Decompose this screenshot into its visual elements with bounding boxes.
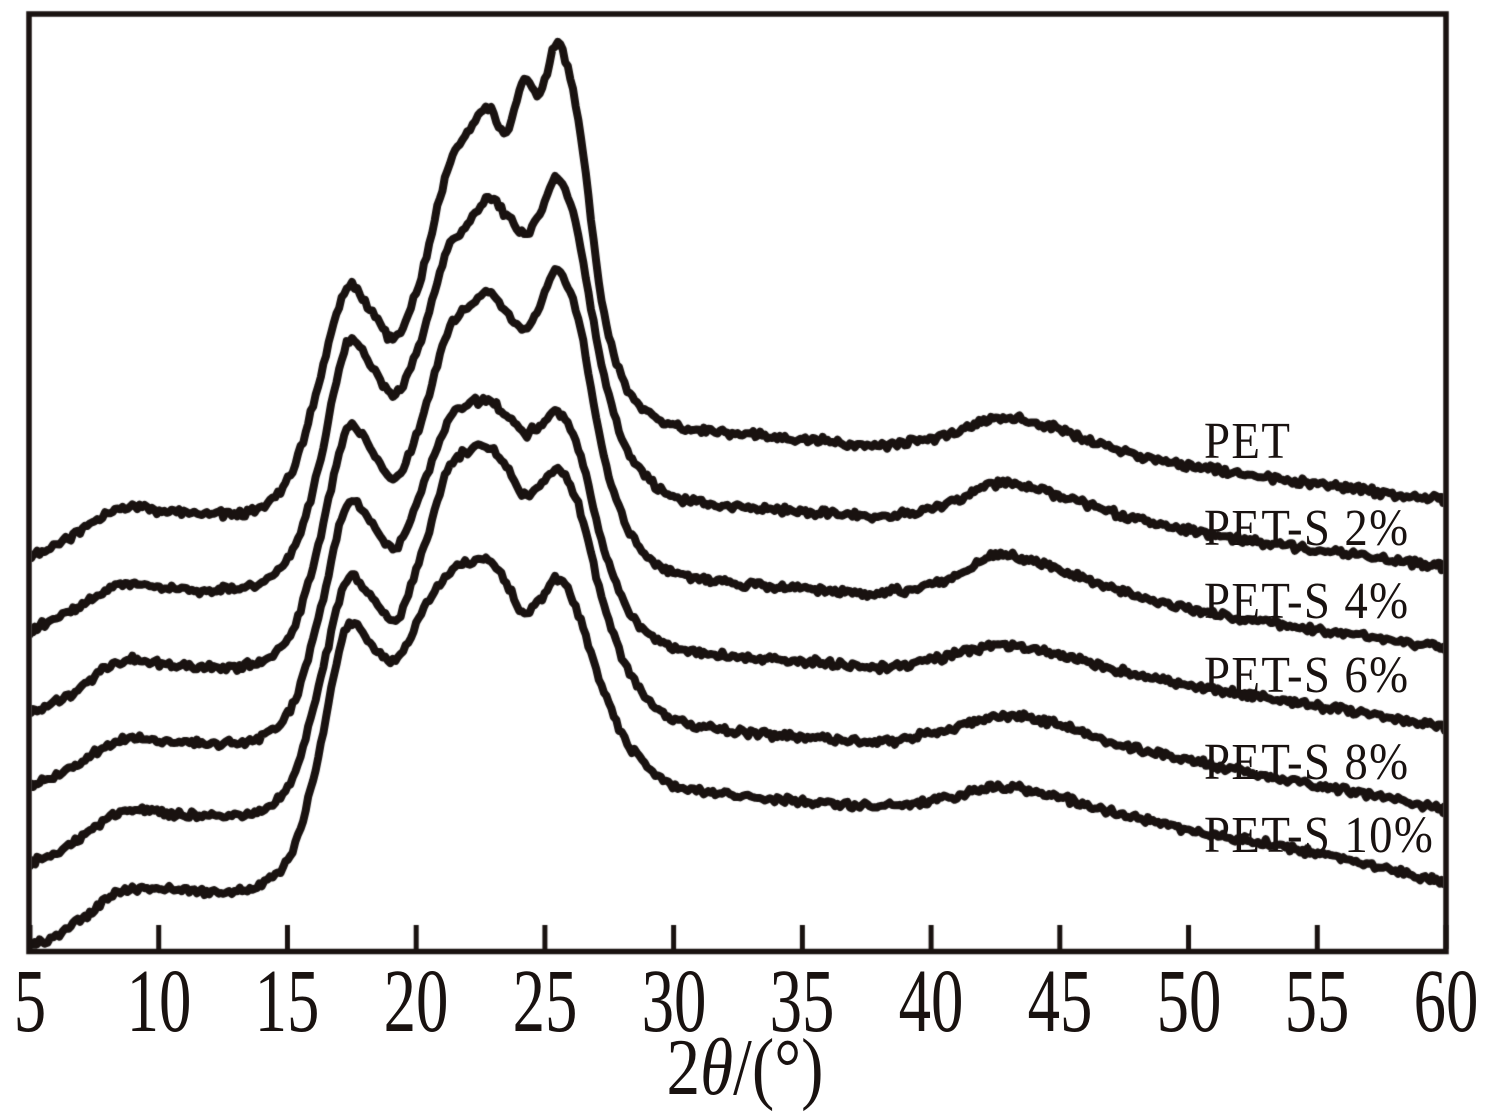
x-axis-title-theta: θ (700, 1024, 734, 1112)
x-tick-label-55: 55 (1284, 952, 1350, 1051)
series-label-pet-s-8: PET-S 8% (1204, 734, 1410, 791)
series-label-pet-s-10: PET-S 10% (1204, 807, 1435, 864)
series-label-pet-s-4: PET-S 4% (1204, 573, 1410, 630)
series-label-pet: PET (1204, 413, 1292, 470)
x-axis-title: 2θ/(°) (667, 1028, 824, 1108)
x-axis-title-prefix: 2 (666, 1024, 701, 1112)
x-tick-label-10: 10 (126, 952, 192, 1051)
x-tick-label-25: 25 (512, 952, 578, 1051)
x-tick-label-15: 15 (255, 952, 320, 1051)
x-tick-label-35: 35 (769, 952, 835, 1051)
x-tick-label-5: 5 (13, 952, 47, 1051)
x-tick-label-60: 60 (1413, 952, 1479, 1051)
x-tick-label-20: 20 (383, 952, 449, 1051)
x-tick-label-40: 40 (898, 952, 964, 1051)
x-tick-label-45: 45 (1027, 952, 1093, 1051)
series-label-pet-s-2: PET-S 2% (1204, 500, 1410, 557)
x-axis-title-suffix: /(°) (733, 1024, 824, 1112)
x-tick-label-50: 50 (1156, 952, 1221, 1051)
x-tick-label-30: 30 (641, 952, 707, 1051)
series-label-pet-s-6: PET-S 6% (1204, 647, 1410, 704)
